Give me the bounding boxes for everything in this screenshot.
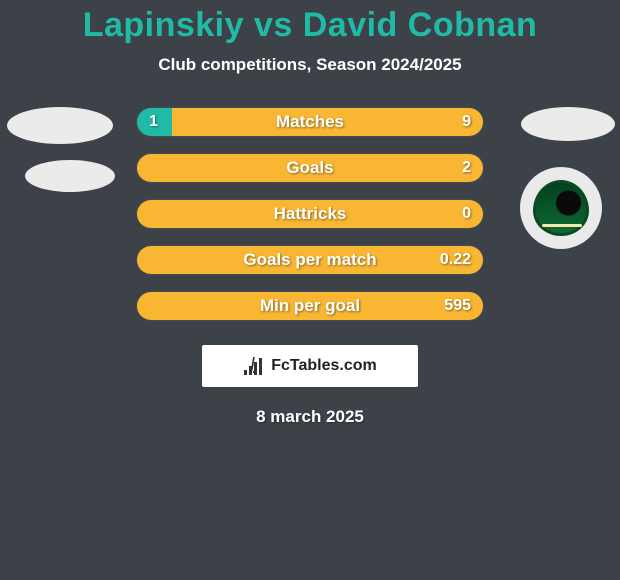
stat-bar-right-value: 595 — [444, 292, 471, 320]
stat-bar-label: Min per goal — [137, 292, 483, 320]
comparison-title: Lapinskiy vs David Cobnan — [0, 0, 620, 45]
branding-badge: FcTables.com — [202, 345, 418, 387]
branding-label: FcTables.com — [271, 357, 377, 375]
player-left-club-logo — [25, 160, 115, 192]
player-right-club-logo — [520, 167, 602, 249]
stat-bar-label: Goals — [137, 154, 483, 182]
stat-bar-right-value: 2 — [462, 154, 471, 182]
stat-bars: Matches1 9 Goals2 Hattricks0 Goals per match… — [136, 107, 484, 337]
bar-chart-icon — [243, 357, 265, 375]
stat-bar: Goals2 — [136, 153, 484, 183]
stat-bar: Min per goal595 — [136, 291, 484, 321]
stat-bar-label: Goals per match — [137, 246, 483, 274]
comparison-chart: Matches1 9 Goals2 Hattricks0 Goals per match… — [0, 107, 620, 327]
stat-bar-right-value: 0 — [462, 200, 471, 228]
club-crest-icon — [533, 180, 589, 236]
stat-bar: Goals per match0.22 — [136, 245, 484, 275]
stat-bar-label: Matches — [137, 108, 483, 136]
snapshot-date: 8 march 2025 — [0, 407, 620, 427]
stat-bar-right-value: 9 — [462, 108, 471, 136]
stat-bar: Hattricks0 — [136, 199, 484, 229]
player-left-photo — [7, 107, 113, 144]
stat-bar: Matches1 9 — [136, 107, 484, 137]
stat-bar-left-value: 1 — [149, 108, 158, 136]
comparison-subtitle: Club competitions, Season 2024/2025 — [0, 55, 620, 75]
stat-bar-right-value: 0.22 — [440, 246, 471, 274]
stat-bar-label: Hattricks — [137, 200, 483, 228]
player-right-photo — [521, 107, 615, 141]
